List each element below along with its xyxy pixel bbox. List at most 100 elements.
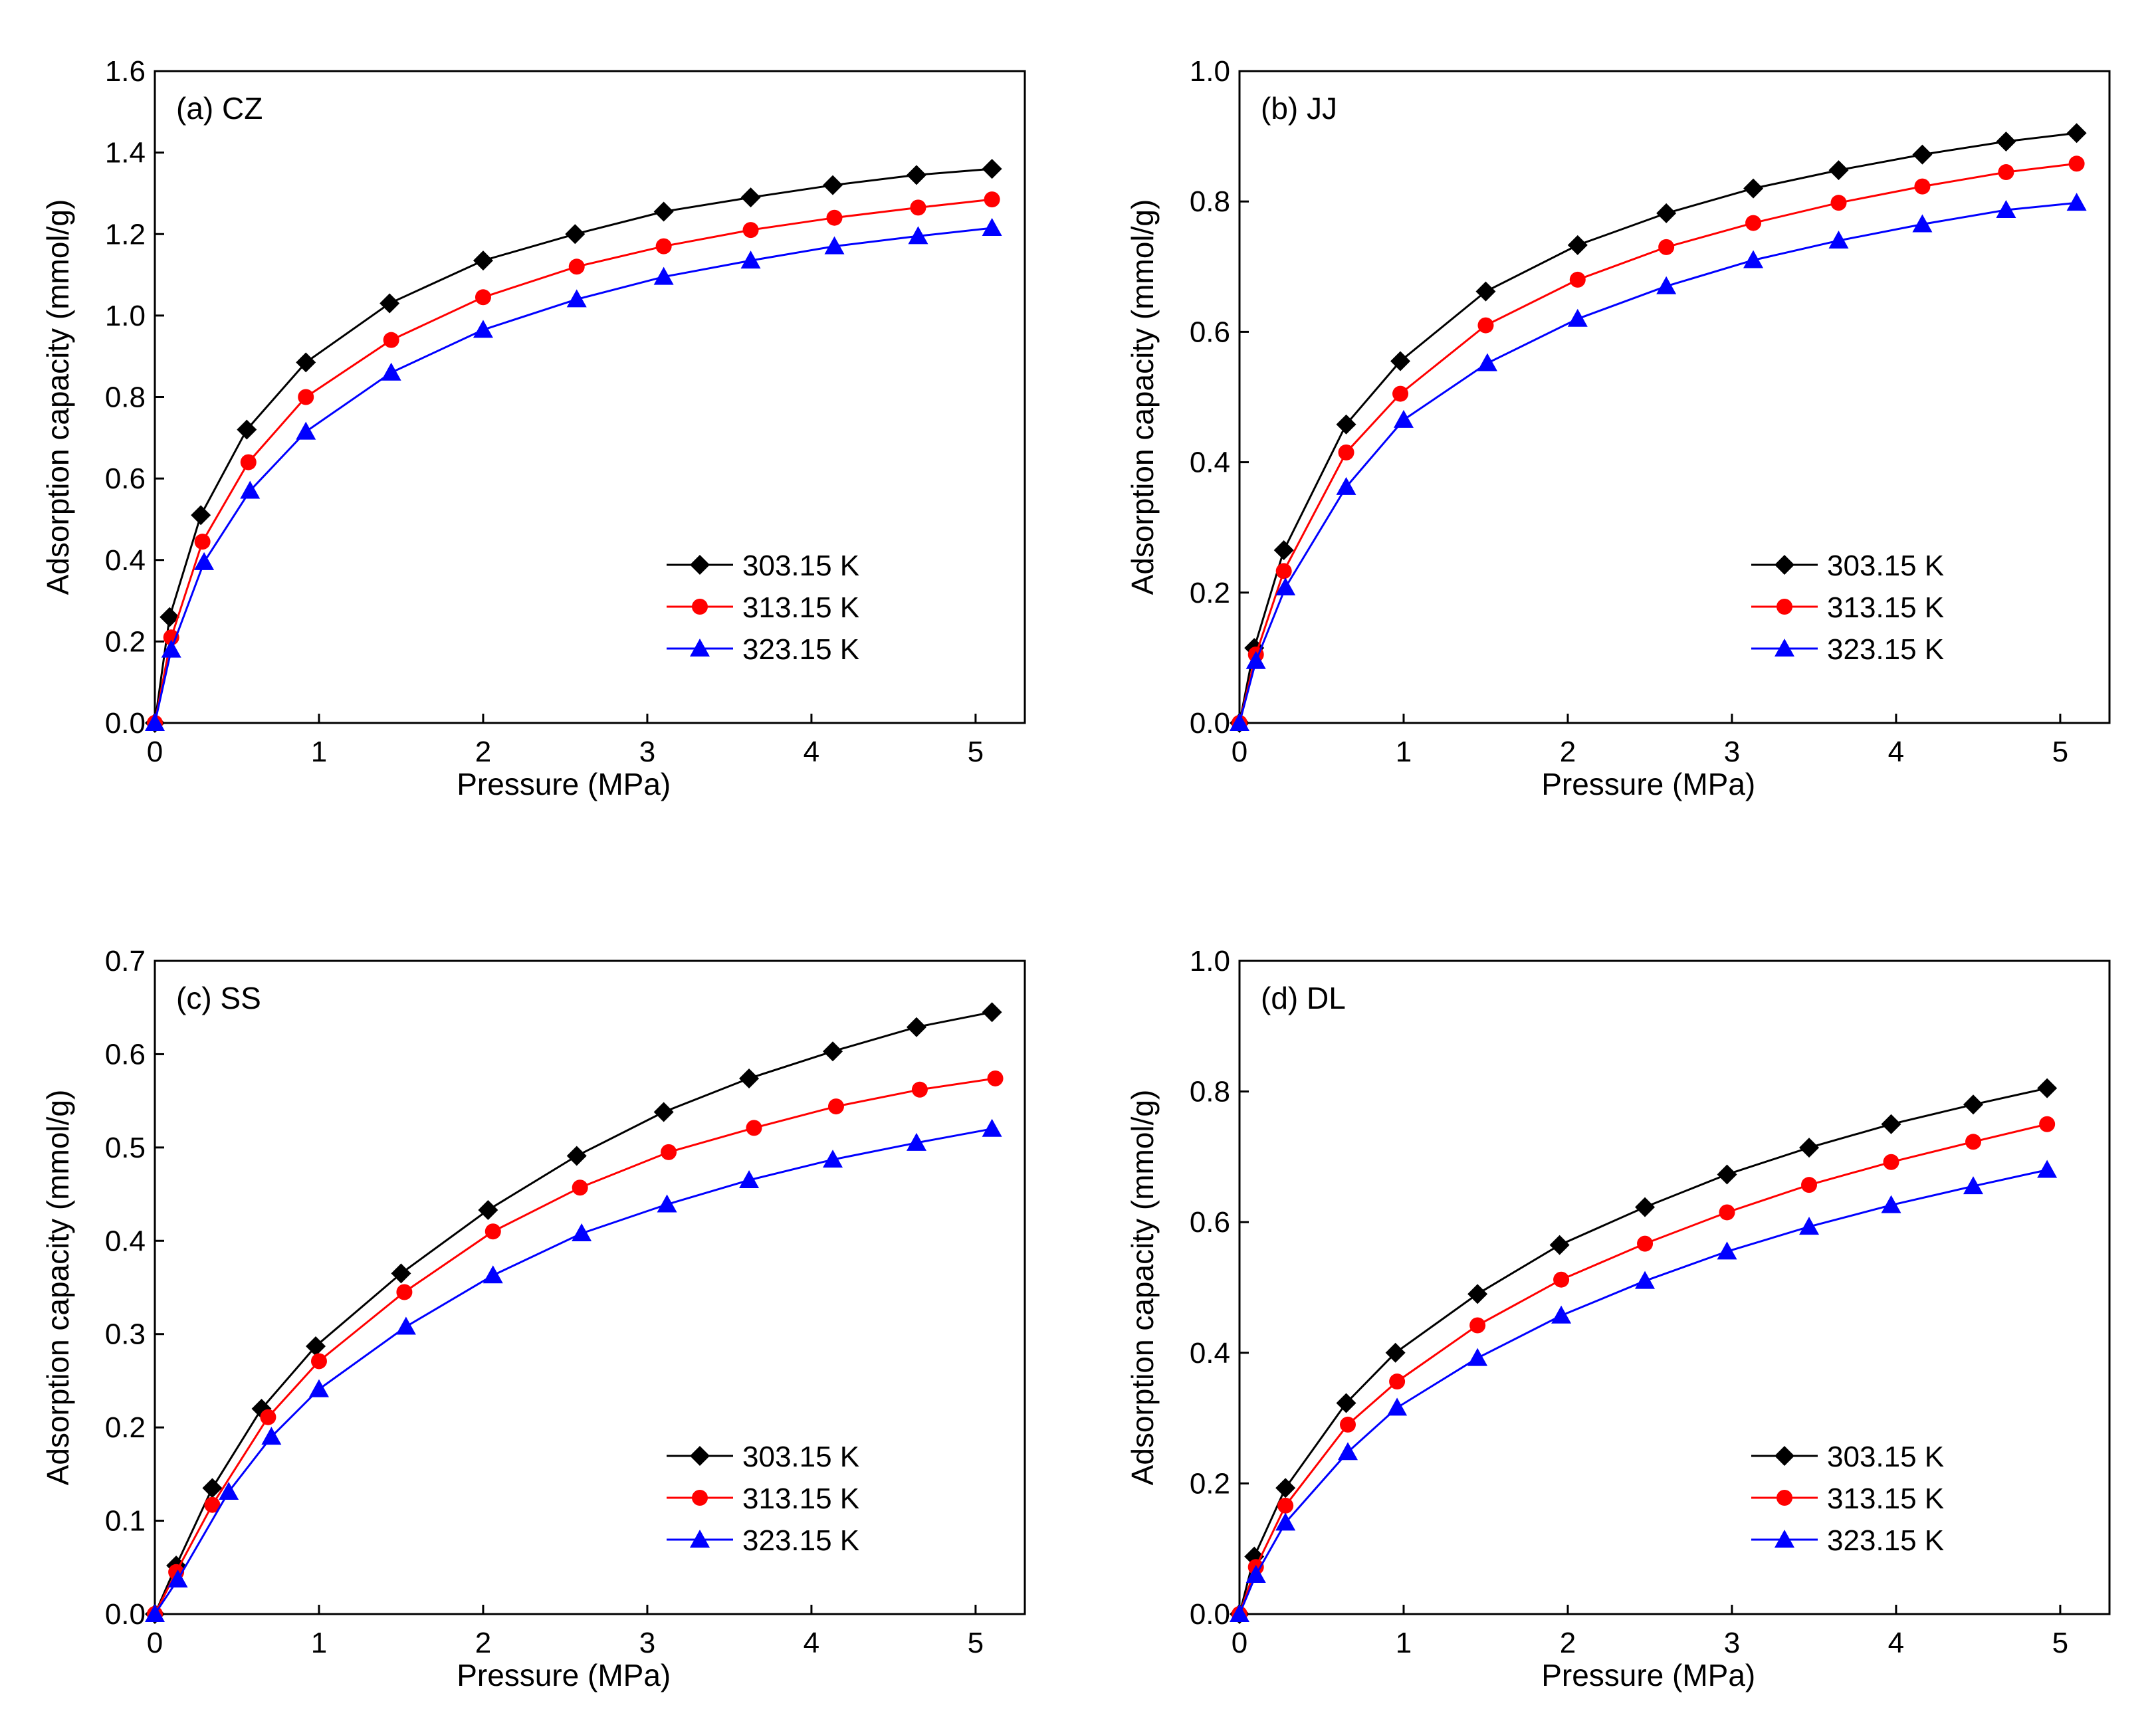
legend-entry: 303.15 K [1751, 550, 1944, 582]
data-point [1477, 317, 1494, 334]
data-point [2068, 155, 2085, 172]
legend-marker [1775, 1446, 1794, 1466]
data-point [1996, 131, 2016, 152]
legend-label: 323.15 K [1827, 633, 1944, 666]
data-point [1245, 1565, 1266, 1583]
y-axis-title: Adsorption capacity (mmol/g) [41, 1090, 75, 1486]
x-tick-label: 0 [1232, 1627, 1247, 1659]
x-tick-label: 1 [311, 1627, 327, 1659]
data-point [565, 224, 586, 245]
x-tick-label: 0 [1232, 736, 1247, 768]
series-30315 [145, 1002, 1002, 1624]
data-point [1230, 713, 1249, 731]
data-point [1475, 281, 1496, 302]
data-point [739, 1170, 760, 1189]
legend-label: 313.15 K [742, 591, 859, 624]
data-point [982, 1118, 1002, 1137]
x-tick-label: 0 [147, 1627, 163, 1659]
y-tick-label: 0.1 [105, 1505, 146, 1538]
data-point [1567, 235, 1588, 255]
x-tick-label: 4 [804, 1627, 819, 1659]
x-tick-label: 2 [1560, 736, 1576, 768]
y-tick-label: 0.4 [105, 1225, 146, 1257]
series-32315 [145, 218, 1002, 731]
y-tick-label: 0.6 [105, 1038, 146, 1070]
data-point [1743, 178, 1764, 199]
legend-label: 313.15 K [1827, 591, 1944, 624]
y-tick-label: 1.0 [1190, 945, 1230, 977]
data-point [653, 201, 674, 222]
data-point [987, 1070, 1004, 1086]
legend-marker [1777, 599, 1792, 615]
data-point [740, 251, 761, 269]
x-tick-label: 3 [639, 736, 655, 768]
series-31315 [147, 191, 1000, 731]
data-point [2037, 1160, 2058, 1178]
data-point [823, 1150, 843, 1168]
data-point [1912, 144, 1933, 165]
data-point [1801, 1177, 1818, 1193]
data-point [1273, 540, 1294, 561]
x-tick-label: 2 [475, 1627, 491, 1659]
data-point [823, 175, 843, 195]
legend-marker [692, 1490, 708, 1506]
data-point [2037, 1078, 2058, 1098]
legend-marker [690, 639, 710, 657]
legend-label: 303.15 K [742, 1441, 859, 1473]
series-30315 [145, 159, 1002, 733]
data-point [308, 1379, 329, 1397]
data-point [167, 1570, 188, 1588]
chart-panel: 0.0 0.1 0.2 0.3 0.4 0.5 0.6 0.7 0 1 2 3 4 5 Pressure (… [41, 945, 1026, 1692]
data-point [1719, 1204, 1735, 1221]
legend-entry: 313.15 K [667, 1482, 859, 1515]
y-tick-label: 0.2 [105, 625, 146, 658]
data-point [824, 236, 845, 255]
legend-marker [1775, 555, 1794, 575]
legend-label: 303.15 K [1827, 1441, 1944, 1473]
series-30315 [1230, 123, 2087, 733]
y-tick-label: 0.8 [105, 381, 146, 414]
data-point [310, 1353, 327, 1370]
x-tick-label: 4 [1888, 736, 1904, 768]
data-point [1549, 1235, 1570, 1255]
y-tick-label: 0.4 [1190, 447, 1230, 479]
data-point [1385, 1342, 1406, 1363]
data-point [908, 226, 928, 245]
data-point [823, 1041, 843, 1062]
x-tick-label: 2 [1560, 1627, 1576, 1659]
data-point [1963, 1176, 1984, 1195]
data-point [194, 552, 215, 570]
data-point [1275, 1478, 1296, 1498]
data-point [1340, 1416, 1356, 1433]
y-tick-label: 0.4 [105, 544, 146, 577]
data-point [1828, 160, 1849, 181]
y-tick-label: 0.0 [105, 1598, 146, 1631]
data-point [1467, 1348, 1488, 1366]
legend-marker [1775, 1530, 1794, 1548]
data-point [1963, 1094, 1984, 1115]
series-line [1238, 201, 2077, 724]
data-point [240, 480, 261, 499]
y-tick-label: 0.7 [105, 945, 146, 977]
legend-entry: 303.15 K [1751, 1441, 1944, 1473]
data-point [653, 266, 674, 285]
data-point [1393, 409, 1414, 428]
data-point [306, 1336, 326, 1356]
x-axis-title: Pressure (MPa) [1541, 767, 1755, 801]
data-point [1743, 250, 1764, 268]
data-point [240, 454, 257, 470]
data-point [572, 1179, 588, 1196]
series-31315 [1232, 1116, 2056, 1622]
series-line [154, 1128, 992, 1615]
legend-label: 323.15 K [742, 1524, 859, 1557]
y-tick-label: 0.2 [1190, 577, 1230, 609]
data-point [1336, 1393, 1356, 1413]
x-tick-label: 5 [968, 736, 984, 768]
legend-marker [690, 1530, 710, 1548]
y-tick-label: 0.5 [105, 1132, 146, 1164]
data-point [1635, 1197, 1656, 1217]
data-point [379, 293, 400, 314]
data-point [1658, 239, 1675, 255]
data-point [219, 1482, 239, 1500]
y-tick-label: 0.8 [1190, 1076, 1230, 1108]
